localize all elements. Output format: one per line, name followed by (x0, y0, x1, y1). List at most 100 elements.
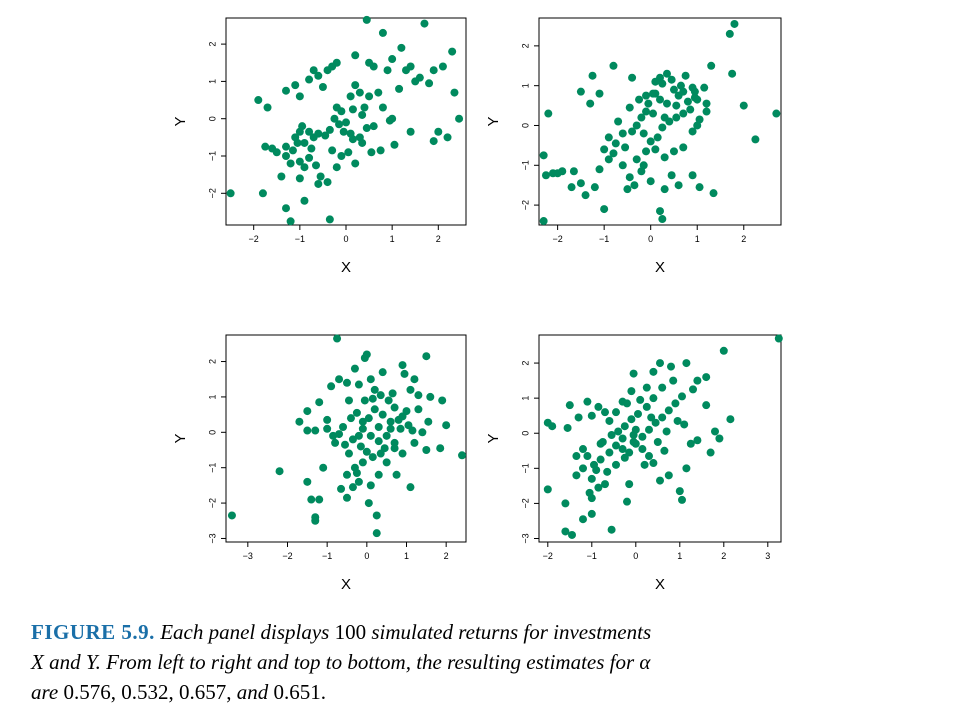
data-point (277, 172, 286, 181)
data-point (579, 515, 587, 524)
data-point (600, 145, 609, 154)
data-point (305, 75, 314, 84)
data-point (350, 364, 359, 373)
data-point (675, 487, 684, 496)
data-point (406, 127, 415, 136)
data-point (636, 395, 645, 404)
data-point (378, 410, 387, 419)
data-point (543, 485, 552, 494)
data-point (415, 73, 424, 82)
data-point (386, 424, 395, 433)
data-point (342, 378, 351, 387)
data-point (385, 116, 394, 125)
data-point (366, 481, 375, 490)
data-point (450, 88, 459, 97)
data-point (378, 28, 387, 37)
data-point (667, 75, 676, 84)
data-point (637, 113, 646, 122)
x-tick-label: −2 (543, 551, 553, 561)
y-tick-label: 1 (520, 396, 530, 401)
y-tick-label: 2 (520, 361, 530, 366)
panel-3-frame (225, 334, 467, 543)
data-point (669, 147, 678, 156)
data-point (645, 452, 653, 461)
data-point (358, 458, 367, 467)
y-tick-label: 1 (520, 83, 530, 88)
data-point (422, 446, 431, 454)
data-point (605, 416, 614, 425)
data-point (621, 143, 630, 152)
data-point (586, 99, 595, 108)
data-point (664, 471, 673, 480)
data-point (612, 441, 620, 450)
caption-alpha-3: 0.657, (178, 680, 232, 704)
y-tick-label: 2 (207, 359, 217, 364)
data-point (370, 405, 379, 414)
data-point (354, 431, 363, 440)
data-point (425, 79, 434, 88)
y-axis-label: Y (485, 433, 502, 443)
data-point (295, 157, 304, 166)
data-point (568, 530, 576, 539)
data-point (300, 196, 309, 205)
data-point (291, 133, 300, 142)
data-point (362, 350, 371, 359)
data-point (690, 87, 699, 96)
data-point (443, 133, 452, 142)
data-point (682, 359, 691, 368)
data-point (346, 92, 355, 101)
data-point (348, 483, 357, 492)
data-point (634, 409, 642, 418)
figure-caption: FIGURE 5.9. Each panel displays 100 simu… (31, 617, 931, 707)
data-point (676, 81, 685, 90)
data-point (640, 460, 649, 469)
data-point (323, 178, 332, 187)
x-axis-label: X (655, 259, 665, 276)
data-point (751, 135, 760, 144)
data-point (424, 417, 433, 426)
data-point (369, 62, 378, 71)
data-point (422, 352, 431, 361)
data-point (364, 499, 373, 508)
data-point (395, 84, 404, 93)
data-point (307, 144, 316, 153)
data-point (374, 423, 383, 431)
data-point (282, 142, 290, 151)
data-point (348, 135, 357, 144)
data-point (638, 432, 647, 441)
data-point (378, 103, 387, 112)
data-point (438, 396, 447, 405)
data-point (330, 114, 339, 123)
data-point (268, 144, 277, 153)
data-point (327, 382, 336, 391)
y-tick-label: 1 (207, 394, 217, 399)
data-point (316, 172, 325, 181)
data-point (332, 103, 341, 112)
data-point (587, 474, 596, 483)
data-point (671, 399, 680, 408)
data-point (300, 163, 309, 172)
data-point (672, 113, 681, 122)
x-tick-label: 1 (404, 551, 409, 561)
data-point (587, 411, 596, 420)
data-point (386, 417, 395, 426)
x-tick-label: 0 (364, 551, 369, 561)
y-tick-label: −2 (520, 200, 530, 210)
x-tick-label: −2 (552, 234, 562, 244)
data-point (629, 369, 638, 378)
data-point (695, 183, 704, 192)
data-point (410, 438, 419, 447)
x-tick-label: 2 (721, 551, 726, 561)
data-point (420, 19, 429, 28)
data-point (429, 66, 438, 75)
data-point (372, 529, 381, 538)
data-point (325, 215, 334, 224)
x-tick-label: 0 (648, 234, 653, 244)
data-point (702, 401, 711, 410)
data-point (352, 469, 361, 477)
data-point (410, 375, 419, 384)
data-point (390, 403, 399, 412)
data-point (434, 127, 443, 136)
data-point (689, 385, 697, 394)
data-point (658, 215, 667, 224)
